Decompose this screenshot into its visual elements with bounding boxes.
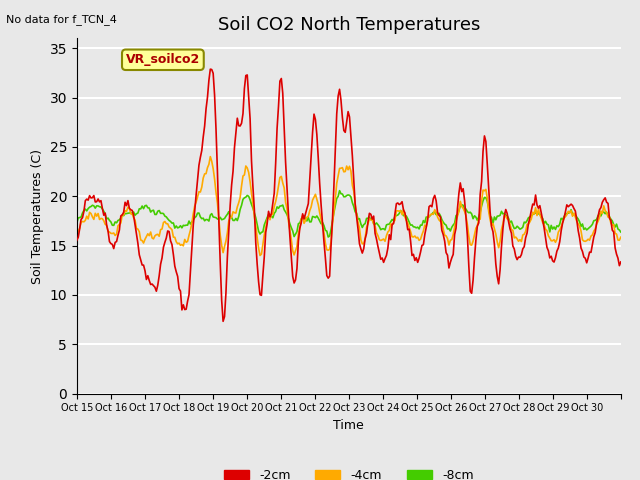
Text: No data for f_TCN_4: No data for f_TCN_4 bbox=[6, 14, 117, 25]
Text: VR_soilco2: VR_soilco2 bbox=[125, 53, 200, 66]
Legend: -2cm, -4cm, -8cm: -2cm, -4cm, -8cm bbox=[219, 464, 479, 480]
Y-axis label: Soil Temperatures (C): Soil Temperatures (C) bbox=[31, 148, 44, 284]
Title: Soil CO2 North Temperatures: Soil CO2 North Temperatures bbox=[218, 16, 480, 34]
X-axis label: Time: Time bbox=[333, 419, 364, 432]
